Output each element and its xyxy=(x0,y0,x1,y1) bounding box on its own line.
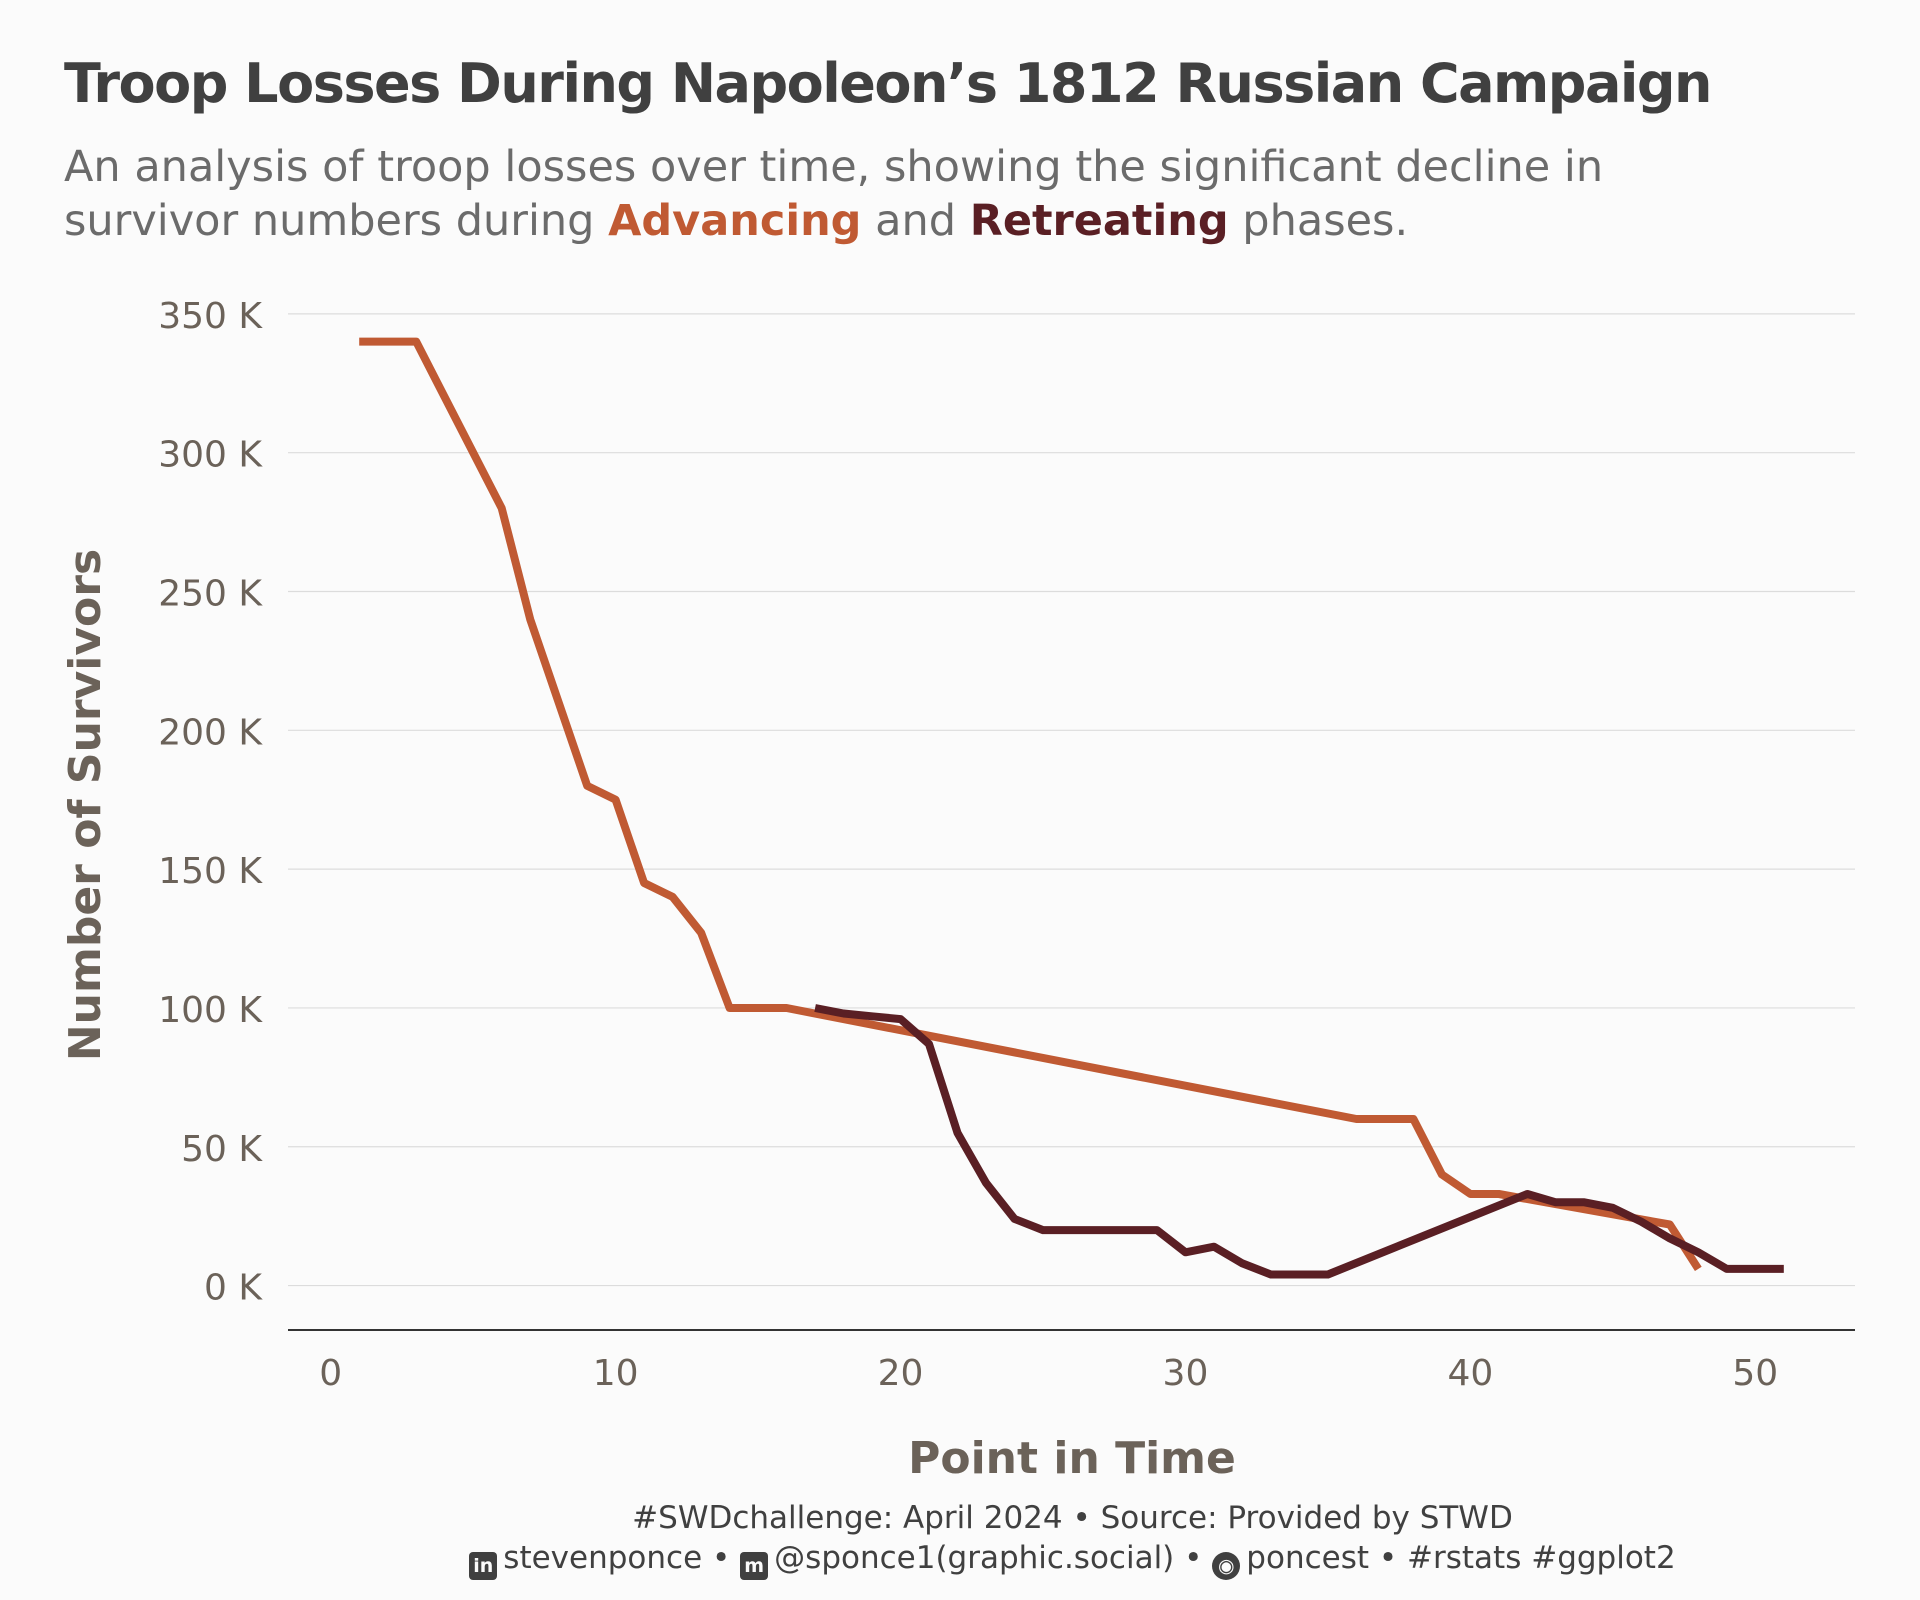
x-tick-label: 20 xyxy=(878,1353,924,1394)
caption-source: #SWDchallenge: April 2024 • Source: Prov… xyxy=(632,1500,1513,1536)
y-tick-label: 350 K xyxy=(158,296,263,337)
chart-subtitle: An analysis of troop losses over time, s… xyxy=(64,140,1784,248)
series-line-retreating xyxy=(814,1004,1784,1279)
caption-separator: • xyxy=(1184,1540,1203,1576)
x-tick-label: 0 xyxy=(319,1353,342,1394)
y-tick-label: 200 K xyxy=(158,712,263,753)
y-tick-label: 100 K xyxy=(158,990,263,1031)
x-axis-label: Point in Time xyxy=(908,1433,1236,1484)
linkedin-icon: in xyxy=(469,1552,498,1580)
subtitle-middle: and xyxy=(875,196,957,246)
y-axis-label: Number of Survivors xyxy=(60,549,111,1061)
gridlines xyxy=(288,313,1855,1287)
axes: 0 K 50 K 100 K 150 K 200 K 250 K 300 K 350 K 0 10… xyxy=(158,296,1855,1394)
x-tick-label: 10 xyxy=(593,1353,639,1394)
x-tick-label: 30 xyxy=(1163,1353,1209,1394)
caption-social: in stevenponce • m @sponce1(graphic.social… xyxy=(0,1540,1920,1580)
y-tick-label: 150 K xyxy=(158,851,263,892)
mastodon-handle[interactable]: @sponce1(graphic.social) xyxy=(774,1540,1175,1576)
subtitle-suffix: phases. xyxy=(1242,196,1409,246)
subtitle-prefix: An analysis of troop losses over time, s… xyxy=(64,142,1604,246)
y-tick-label: 0 K xyxy=(204,1268,263,1309)
y-tick-label: 50 K xyxy=(181,1129,263,1170)
mastodon-icon: m xyxy=(740,1552,769,1580)
caption-separator: • xyxy=(1378,1540,1398,1576)
chart-title: Troop Losses During Napoleon’s 1812 Russ… xyxy=(64,52,1713,115)
linkedin-handle[interactable]: stevenponce xyxy=(503,1540,703,1576)
subtitle-retreating-highlight: Retreating xyxy=(969,196,1229,246)
github-icon: ◉ xyxy=(1212,1552,1241,1580)
series-lines xyxy=(359,337,1784,1279)
github-handle[interactable]: poncest xyxy=(1246,1540,1370,1576)
y-tick-label: 250 K xyxy=(158,574,263,615)
x-tick-label: 40 xyxy=(1447,1353,1493,1394)
subtitle-advancing-highlight: Advancing xyxy=(608,196,862,246)
caption-separator: • xyxy=(712,1540,731,1576)
series-line-advancing xyxy=(359,337,1702,1272)
y-tick-label: 300 K xyxy=(158,435,263,476)
x-tick-label: 50 xyxy=(1732,1353,1778,1394)
caption-tags: #rstats #ggplot2 xyxy=(1407,1540,1676,1576)
